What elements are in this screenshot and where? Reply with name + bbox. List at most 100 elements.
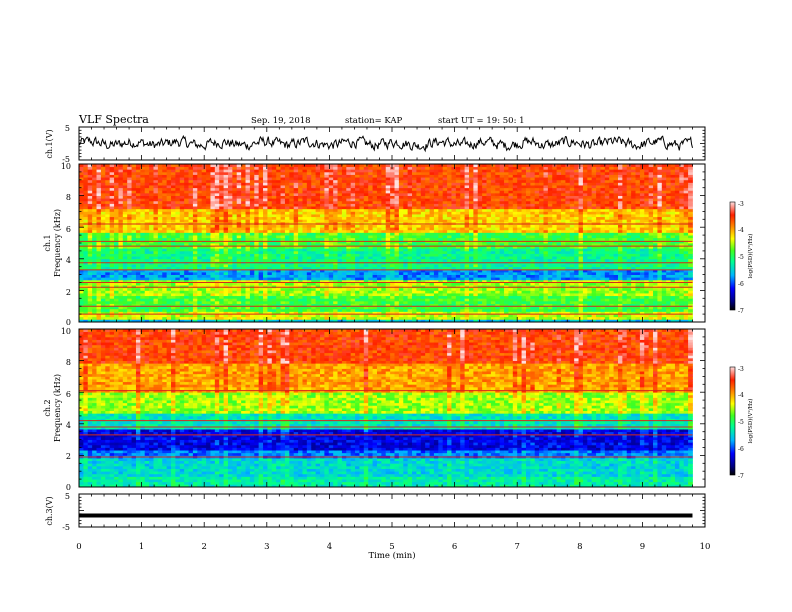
spectrogram-cell [197, 316, 203, 320]
spectrogram-cell [337, 311, 343, 315]
spectrogram-cell [271, 285, 277, 289]
spectrogram-cell [206, 203, 211, 207]
spectrogram-cell [306, 303, 312, 307]
spectrogram-cell [241, 206, 246, 210]
spectrogram-cell [289, 235, 295, 239]
spectrogram-cell [249, 303, 255, 307]
spectrogram-cell [219, 182, 224, 186]
spectrogram-cell [372, 166, 378, 170]
spectrogram-cell [302, 271, 308, 275]
spectrogram-cell [245, 190, 251, 194]
spectrogram-cell [140, 277, 146, 281]
spectrogram-cell [341, 248, 347, 252]
spectrogram-cell [162, 179, 168, 183]
spectrogram-cell [280, 216, 286, 220]
spectrogram-cell [267, 219, 273, 223]
spectrogram-cell [258, 166, 264, 170]
spectrogram-cell [118, 282, 124, 286]
spectrogram-cell [433, 269, 439, 273]
spectrogram-cell [341, 303, 347, 307]
spectrogram-cell [403, 277, 409, 281]
spectrogram-cell [214, 279, 220, 283]
spectrogram-cell [333, 190, 338, 194]
spectrogram-cell [100, 166, 106, 170]
spectrogram-cell [337, 224, 343, 228]
spectrogram-cell [245, 211, 251, 215]
spectrogram-cell [385, 279, 391, 283]
spectrogram-cell [227, 229, 233, 233]
spectrogram-cell [232, 295, 238, 299]
spectrogram-cell [306, 166, 312, 170]
spectrogram-cell [100, 298, 106, 302]
spectrogram-cell [162, 198, 168, 202]
spectrogram-cell [420, 269, 426, 273]
spectrogram-cell [245, 169, 251, 173]
spectrogram-cell [258, 277, 264, 281]
spectrogram-cell [280, 185, 286, 189]
spectrogram-cell [227, 224, 233, 228]
spectrogram-cell [149, 311, 154, 315]
spectrogram-cell [333, 179, 338, 183]
spectrogram-cell [390, 243, 395, 247]
spectrogram-cell [166, 311, 172, 315]
spectrogram-cell [192, 182, 198, 186]
spectrogram-cell [372, 224, 378, 228]
spectrogram-cell [337, 187, 343, 191]
spectrogram-cell [429, 179, 435, 183]
spectrogram-cell [350, 258, 356, 262]
spectrogram-cell [249, 264, 255, 268]
spectrogram-cell [153, 208, 159, 212]
spectrogram-cell [83, 198, 89, 202]
spectrogram-cell [302, 216, 308, 220]
spectrogram-cell [271, 198, 277, 202]
spectrogram-cell [157, 190, 163, 194]
spectrogram-cell [302, 264, 308, 268]
spectrogram-cell [118, 245, 124, 249]
spectrogram-cell [381, 211, 387, 215]
spectrogram-cell [438, 190, 444, 194]
spectrogram-cell [433, 300, 439, 304]
spectrogram-cell [420, 169, 426, 173]
spectrogram-cell [100, 264, 106, 268]
spectrogram-cell [372, 171, 378, 175]
spectrogram-cell [346, 285, 352, 289]
spectrogram-cell [280, 200, 286, 204]
spectrogram-cell [403, 216, 409, 220]
spectrogram-cell [96, 245, 102, 249]
spectrogram-cell [372, 256, 378, 260]
spectrogram-cell [407, 200, 413, 204]
spectrogram-cell [403, 316, 409, 320]
spectrogram-cell [289, 232, 295, 236]
spectrogram-cell [407, 250, 413, 254]
spectrogram-cell [355, 219, 360, 223]
spectrogram-cell [83, 295, 89, 299]
spectrogram-cell [284, 206, 290, 210]
spectrogram-cell [241, 179, 246, 183]
spectrogram-cell [433, 187, 439, 191]
spectrogram-cell [100, 192, 106, 196]
spectrogram-cell [236, 211, 242, 215]
spectrogram-cell [376, 308, 382, 312]
spectrogram-cell [346, 269, 352, 273]
spectrogram-cell [407, 266, 413, 270]
spectrogram-cell [166, 177, 172, 181]
spectrogram-cell [206, 227, 211, 231]
spectrogram-cell [188, 203, 194, 207]
spectrogram-cell [118, 216, 124, 220]
spectrogram-cell [166, 295, 172, 299]
spectrogram-cell [271, 311, 277, 315]
spectrogram-cell [83, 169, 89, 173]
spectrogram-cell [302, 295, 308, 299]
spectrogram-cell [320, 187, 325, 191]
spectrogram-cell [346, 316, 352, 320]
spectrogram-cell [293, 237, 299, 241]
spectrogram-cell [83, 282, 89, 286]
spectrogram-cell [293, 198, 299, 202]
spectrogram-cell [390, 308, 395, 312]
spectrogram-cell [333, 258, 338, 262]
spectrogram-cell [425, 243, 430, 247]
spectrogram-cell [376, 208, 382, 212]
spectrogram-cell [363, 306, 369, 310]
spectrogram-cell [227, 177, 233, 181]
spectrogram-cell [92, 308, 97, 312]
